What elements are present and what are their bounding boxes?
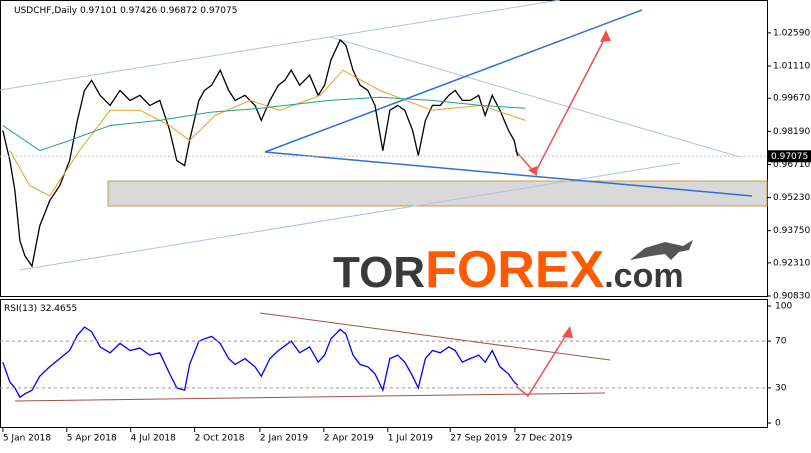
price-panel — [0, 0, 768, 297]
rsi-tick-label: 100 — [775, 302, 792, 312]
y-tick-label: 0.99670 — [773, 94, 810, 104]
wm-tor: TOR — [333, 248, 425, 297]
rsi-value: 32.4655 — [40, 304, 77, 314]
x-tick-label: 2 Oct 2018 — [195, 434, 245, 444]
y-tick-label: 0.98190 — [773, 127, 810, 137]
header: USDCHF,Daily 0.97101 0.97426 0.96872 0.9… — [14, 6, 237, 16]
line-series — [9, 69, 526, 197]
close: 0.97075 — [200, 6, 237, 16]
y-tick-label: 0.93750 — [773, 226, 810, 236]
rsi-tick-label: 70 — [775, 337, 787, 347]
y-tick-label: 0.90830 — [773, 292, 810, 302]
watermark: TORFOREX.com — [333, 241, 684, 299]
rsi-tick-label: 0 — [775, 419, 781, 429]
high: 0.97426 — [120, 6, 157, 16]
y-tick-label: 0.92310 — [773, 258, 810, 268]
x-tick-label: 4 Jul 2018 — [131, 434, 176, 444]
line-series — [2, 326, 519, 399]
open: 0.97101 — [80, 6, 117, 16]
bull-icon — [630, 240, 693, 260]
rsi-panel — [0, 299, 768, 428]
y-tick-label: 0.95230 — [773, 193, 810, 203]
wm-com: .com — [604, 257, 683, 295]
line-series — [2, 38, 519, 268]
rsi-tick-label: 30 — [775, 383, 787, 393]
rsi-name: RSI(13) — [4, 304, 37, 314]
trend-lines — [0, 0, 753, 402]
x-tick-label: 27 Dec 2019 — [515, 434, 573, 444]
y-tick-label: 1.01110 — [773, 61, 810, 71]
y-tick-label: 0.96710 — [773, 160, 810, 170]
x-tick-label: 27 Sep 2019 — [450, 434, 507, 444]
line-series — [2, 96, 526, 152]
wm-forex: FOREX — [425, 241, 604, 299]
y-tick-label: 1.02590 — [773, 28, 810, 38]
symbol: USDCHF,Daily — [14, 6, 78, 16]
last-price-box — [768, 150, 811, 163]
x-tick-label: 2 Jan 2019 — [260, 434, 308, 444]
x-tick-label: 5 Jan 2018 — [3, 434, 51, 444]
rsi-header: RSI(13) 32.4655 — [4, 304, 77, 314]
x-tick-label: 2 Apr 2019 — [324, 434, 374, 444]
low: 0.96872 — [160, 6, 197, 16]
x-tick-label: 1 Jul 2019 — [388, 434, 433, 444]
x-tick-label: 5 Apr 2018 — [67, 434, 117, 444]
last-price-label: 0.97075 — [771, 152, 808, 162]
